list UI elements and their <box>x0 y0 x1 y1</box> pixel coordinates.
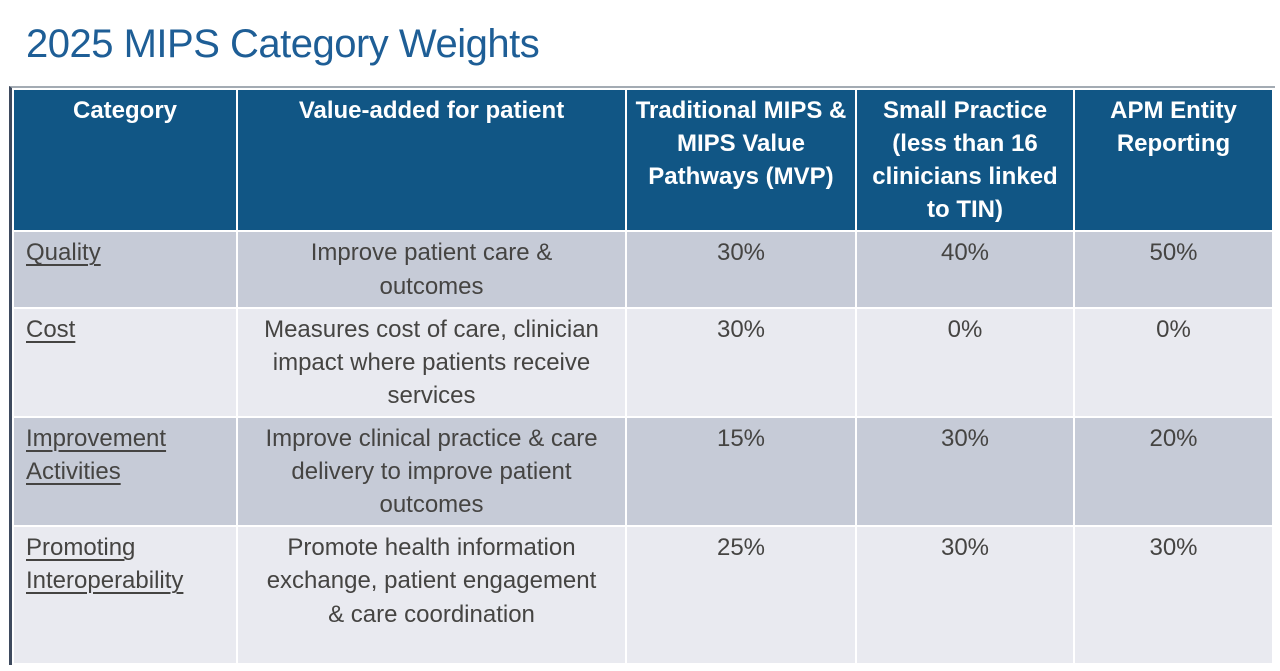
table-container: Category Value-added for patient Traditi… <box>9 86 1275 666</box>
quality-link[interactable]: Quality <box>26 239 101 267</box>
category-cell: Quality <box>14 232 236 307</box>
table-body: Quality Improve patient care & outcomes … <box>14 232 1272 664</box>
cost-link[interactable]: Cost <box>26 315 76 343</box>
category-cell: Improvement Activities <box>14 417 236 526</box>
table-row-cost: Cost Measures cost of care, clinician im… <box>14 308 1272 416</box>
apm-entity-weight: 20% <box>1075 417 1272 526</box>
table-row-quality: Quality Improve patient care & outcomes … <box>14 232 1272 307</box>
value-added-cell: Measures cost of care, clinician impact … <box>238 308 625 416</box>
small-practice-weight: 30% <box>857 417 1073 526</box>
category-cell: Promoting Interoperability <box>14 527 236 664</box>
table-row-promoting-interoperability: Promoting Interoperability Promote healt… <box>14 527 1272 664</box>
page-title: 2025 MIPS Category Weights <box>26 22 540 66</box>
value-added-cell: Promote health information exchange, pat… <box>238 527 625 664</box>
small-practice-weight: 0% <box>857 308 1073 416</box>
apm-entity-weight: 0% <box>1075 308 1272 416</box>
small-practice-weight: 30% <box>857 527 1073 664</box>
traditional-mips-weight: 30% <box>627 232 855 307</box>
column-header-value-added: Value-added for patient <box>238 90 625 231</box>
column-header-category: Category <box>14 90 236 231</box>
apm-entity-weight: 50% <box>1075 232 1272 307</box>
category-cell: Cost <box>14 308 236 416</box>
column-header-apm-entity: APM Entity Reporting <box>1075 90 1272 231</box>
value-added-cell: Improve patient care & outcomes <box>238 232 625 307</box>
header-row: Category Value-added for patient Traditi… <box>14 90 1272 231</box>
traditional-mips-weight: 30% <box>627 308 855 416</box>
apm-entity-weight: 30% <box>1075 527 1272 664</box>
improvement-activities-link[interactable]: Improvement Activities <box>26 424 167 486</box>
column-header-small-practice: Small Practice (less than 16 clinicians … <box>857 90 1073 231</box>
table-header: Category Value-added for patient Traditi… <box>14 90 1272 231</box>
traditional-mips-weight: 25% <box>627 527 855 664</box>
traditional-mips-weight: 15% <box>627 417 855 526</box>
promoting-interoperability-link[interactable]: Promoting Interoperability <box>26 534 184 595</box>
mips-weights-table: Category Value-added for patient Traditi… <box>12 88 1274 666</box>
small-practice-weight: 40% <box>857 232 1073 307</box>
column-header-traditional-mips: Traditional MIPS & MIPS Value Pathways (… <box>627 90 855 231</box>
value-added-cell: Improve clinical practice & care deliver… <box>238 417 625 526</box>
table-row-improvement-activities: Improvement Activities Improve clinical … <box>14 417 1272 526</box>
